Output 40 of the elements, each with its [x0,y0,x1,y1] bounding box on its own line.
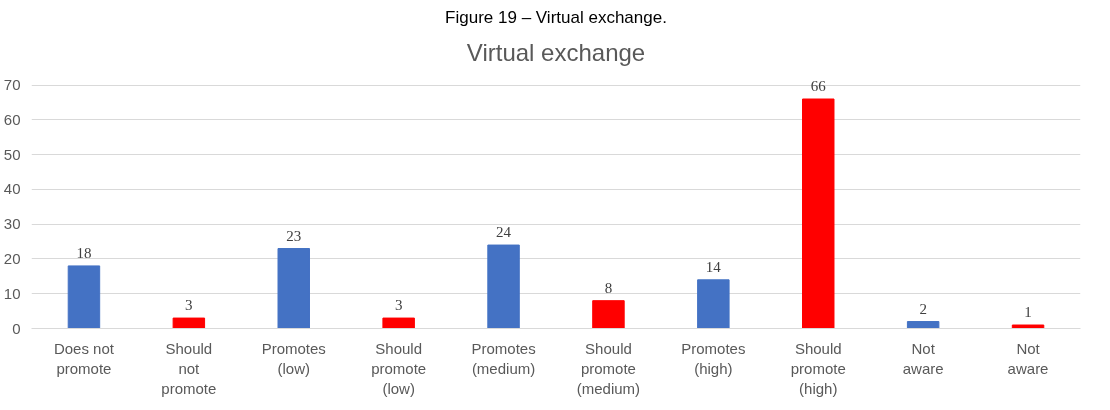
bar [1011,324,1045,329]
data-label: 1 [1024,304,1032,321]
y-tick-label: 20 [3,249,21,267]
data-label: 3 [185,297,193,314]
y-tick-label: 60 [3,110,21,128]
chart-title: Virtual exchange [466,38,646,66]
x-tick-label: Should promote (low) [371,339,427,398]
y-tick-label: 0 [12,319,21,337]
bar [906,321,940,329]
data-label: 23 [286,227,302,244]
x-tick-label: Not aware [1007,339,1049,377]
data-label: 3 [394,297,403,314]
bar [172,317,206,329]
y-tick-label: 10 [3,284,21,302]
data-label: 18 [76,244,92,261]
bar [802,98,835,329]
bar [487,244,520,329]
x-tick-label: Should promote (high) [790,339,846,398]
x-tick-label: Should promote (medium) [576,339,641,398]
x-tick-label: Promotes (medium) [471,339,536,377]
bar [67,265,101,329]
data-label: 14 [705,258,722,275]
bar [697,279,730,329]
bar [277,248,310,329]
y-tick-label: 50 [3,145,21,163]
y-tick-label: 70 [3,76,21,94]
x-tick-label: Should not promote [161,339,217,398]
caption: Figure 19 – Virtual exchange. [445,7,667,27]
x-tick-label: Promotes (high) [681,339,746,377]
data-label: 8 [604,279,613,296]
x-tick-label: Promotes (low) [261,339,326,377]
y-tick-label: 30 [3,215,21,233]
x-tick-label: Not aware [902,339,944,377]
y-tick-label: 40 [3,180,21,198]
data-label: 2 [919,300,927,317]
data-label: 24 [496,224,512,241]
x-tick-label: Does not promote [53,339,115,377]
data-label: 66 [810,78,827,95]
bar [382,317,415,329]
bar [592,300,625,329]
